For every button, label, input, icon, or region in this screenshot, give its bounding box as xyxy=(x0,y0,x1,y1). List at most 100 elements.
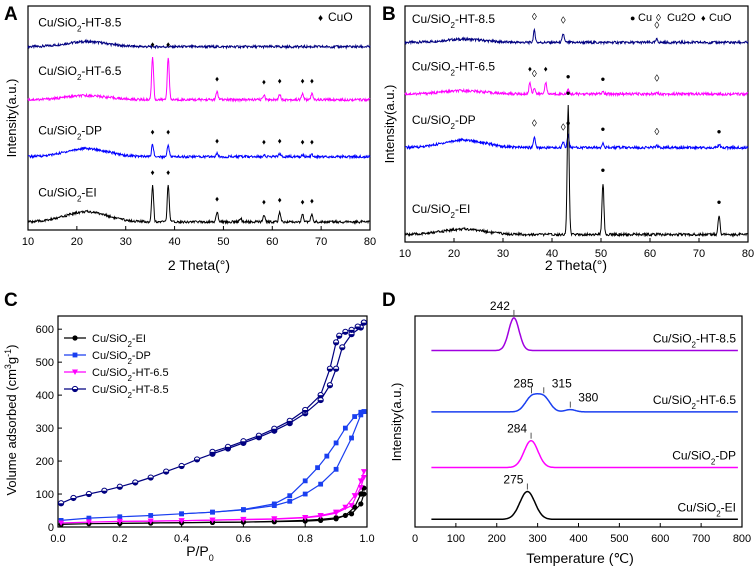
panel-letter: D xyxy=(382,290,396,311)
legend-symbol: ◊ xyxy=(656,13,661,24)
data-point xyxy=(287,493,293,499)
x-tick-label: 60 xyxy=(266,236,278,248)
x-tick-label: 30 xyxy=(120,236,132,248)
data-point xyxy=(302,491,308,497)
data-point xyxy=(225,446,231,450)
peak-marker: ♦ xyxy=(262,138,266,147)
data-point xyxy=(179,466,185,469)
x-axis-label: P/P0 xyxy=(186,543,214,563)
data-point xyxy=(179,511,184,517)
data-point xyxy=(209,451,216,455)
peak-marker: ● xyxy=(601,125,606,134)
x-axis-label-sub: 0 xyxy=(209,553,214,563)
peak-marker: ◊ xyxy=(532,69,537,80)
data-point xyxy=(317,512,324,519)
data-point xyxy=(348,329,355,333)
x-tick-label: 40 xyxy=(168,236,180,248)
y-axis-label: Intensity(a.u.) xyxy=(389,383,404,462)
peak-marker: ● xyxy=(566,88,571,97)
legend-label: Cu xyxy=(638,12,652,24)
series-line xyxy=(431,439,738,469)
peak-marker: ♦ xyxy=(151,40,155,49)
x-tick-label: 10 xyxy=(22,236,34,248)
data-point xyxy=(348,334,355,337)
legend-label: CuO xyxy=(709,12,732,24)
data-point xyxy=(348,503,355,509)
peak-marker: ● xyxy=(601,165,606,174)
data-point xyxy=(333,509,340,516)
x-tick-label: 400 xyxy=(569,533,587,545)
data-point xyxy=(117,514,123,520)
legend-label: CuO xyxy=(328,10,353,24)
x-axis-label-main: P/P xyxy=(186,543,209,559)
data-point xyxy=(163,471,169,475)
peak-marker: ♦ xyxy=(301,76,305,85)
data-point xyxy=(302,413,308,416)
y-axis-label: Intensity(a.u.) xyxy=(4,79,19,158)
data-point xyxy=(271,501,277,507)
peak-marker: ♦ xyxy=(544,65,548,74)
peak-label: 380 xyxy=(578,391,598,405)
peak-marker: ♦ xyxy=(278,196,282,205)
data-point xyxy=(72,335,78,341)
x-tick-label: 0.0 xyxy=(50,533,65,545)
x-tick-label: 0.2 xyxy=(112,533,127,545)
series-label: Cu/SiO2-HT-8.5 xyxy=(38,15,121,33)
x-tick-label: 300 xyxy=(528,533,546,545)
peak-marker: ● xyxy=(717,198,722,207)
y-axis-label: Intensity(a.u.) xyxy=(382,85,397,164)
data-point xyxy=(315,465,320,471)
series-line xyxy=(28,143,371,160)
data-point xyxy=(333,342,339,345)
y-tick-label: 500 xyxy=(36,357,54,369)
peak-marker: ● xyxy=(566,72,571,81)
data-point xyxy=(333,516,339,522)
series-label: Cu/SiO2-HT-6.5 xyxy=(653,393,736,411)
x-tick-label: 60 xyxy=(644,248,656,260)
x-tick-label: 30 xyxy=(497,248,509,260)
y-tick-label: 100 xyxy=(36,489,54,501)
data-point xyxy=(86,494,92,497)
data-point xyxy=(349,435,354,441)
series-line xyxy=(27,184,371,225)
peak-marker: ♦ xyxy=(310,76,314,85)
data-point xyxy=(148,477,154,481)
peak-marker: ● xyxy=(601,74,606,83)
data-point xyxy=(333,466,339,472)
y-axis-label: Volume adsorbed (cm3g-1) xyxy=(3,344,19,495)
x-tick-label: 20 xyxy=(448,248,460,260)
peak-marker: ◊ xyxy=(561,15,566,26)
series-label: Cu/SiO2-DP xyxy=(412,113,476,131)
data-point xyxy=(240,516,247,523)
peak-marker: ● xyxy=(717,127,722,136)
data-point xyxy=(318,481,324,487)
x-tick-label: 100 xyxy=(447,533,465,545)
data-point xyxy=(58,520,65,527)
series-label: Cu/SiO2-EI xyxy=(678,500,736,518)
data-point xyxy=(72,389,78,392)
data-point xyxy=(358,412,364,418)
data-point xyxy=(271,428,277,432)
data-point xyxy=(287,420,293,424)
data-point xyxy=(271,516,278,522)
x-axis-label: 2 Theta(°) xyxy=(168,257,230,273)
x-tick-label: 600 xyxy=(651,533,669,545)
legend-symbol: ♦ xyxy=(318,13,323,24)
x-tick-label: 0 xyxy=(412,533,418,545)
peak-label: 315 xyxy=(552,376,572,390)
peak-label: 242 xyxy=(490,299,510,313)
data-point xyxy=(333,368,339,372)
data-point xyxy=(194,459,200,463)
series-label: Cu/SiO2-HT-8.5 xyxy=(92,384,169,400)
data-point xyxy=(117,486,123,490)
series-line xyxy=(431,317,738,352)
series-label: Cu/SiO2-HT-8.5 xyxy=(653,332,736,350)
data-point xyxy=(72,352,78,358)
peak-marker: ◊ xyxy=(654,127,659,138)
y-tick-label: 300 xyxy=(36,423,54,435)
y-tick-label: 200 xyxy=(36,456,54,468)
data-point xyxy=(358,491,364,497)
series-line xyxy=(119,471,365,522)
data-point xyxy=(324,453,330,459)
data-point xyxy=(361,322,367,326)
